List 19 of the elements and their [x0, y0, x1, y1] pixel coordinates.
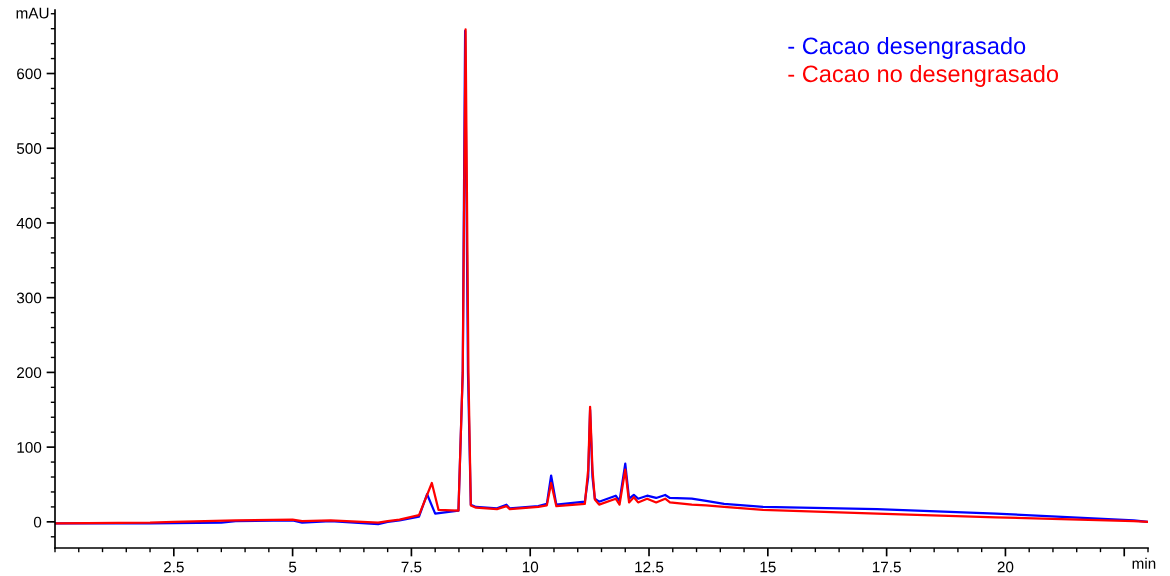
x-tick-label: 5: [288, 561, 297, 573]
y-tick-label: 400: [16, 217, 42, 229]
text: - Cacao no desengrasado: [788, 64, 1059, 87]
x-axis-title: min: [1132, 557, 1156, 569]
y-tick-label: 100: [17, 441, 42, 453]
x-tick-label: 2.5: [163, 561, 184, 573]
x-tick-label: 17.5: [872, 561, 901, 573]
x-tick-label: 20: [997, 561, 1014, 573]
x-tick-label: 15: [760, 561, 776, 573]
y-tick-label: 600: [17, 68, 42, 80]
y-tick-label: 200: [17, 367, 42, 379]
text: - Cacao desengrasado: [788, 36, 1026, 59]
x-tick-label: 7.5: [401, 561, 422, 573]
y-axis-title: mAU: [16, 7, 49, 19]
y-tick-label: 500: [16, 143, 42, 154]
y-tick-label: 300: [16, 292, 42, 304]
x-tick-label: 12.5: [635, 561, 664, 573]
x-tick-label: 10: [522, 561, 539, 573]
y-tick-label: 0: [33, 516, 42, 528]
